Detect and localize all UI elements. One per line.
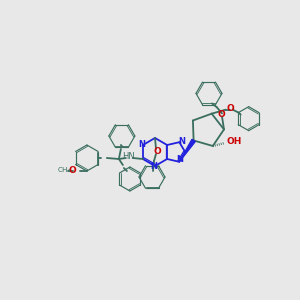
Text: N: N bbox=[176, 155, 183, 164]
Text: CH₃: CH₃ bbox=[57, 167, 70, 173]
Text: N: N bbox=[138, 140, 145, 149]
Text: O: O bbox=[227, 104, 235, 113]
Text: OH: OH bbox=[227, 137, 242, 146]
Text: O: O bbox=[68, 166, 76, 175]
Text: HN: HN bbox=[122, 152, 135, 161]
Text: O: O bbox=[153, 148, 161, 157]
Polygon shape bbox=[179, 140, 195, 162]
Text: O: O bbox=[218, 110, 225, 119]
Text: N: N bbox=[178, 137, 185, 146]
Text: N: N bbox=[150, 162, 157, 171]
